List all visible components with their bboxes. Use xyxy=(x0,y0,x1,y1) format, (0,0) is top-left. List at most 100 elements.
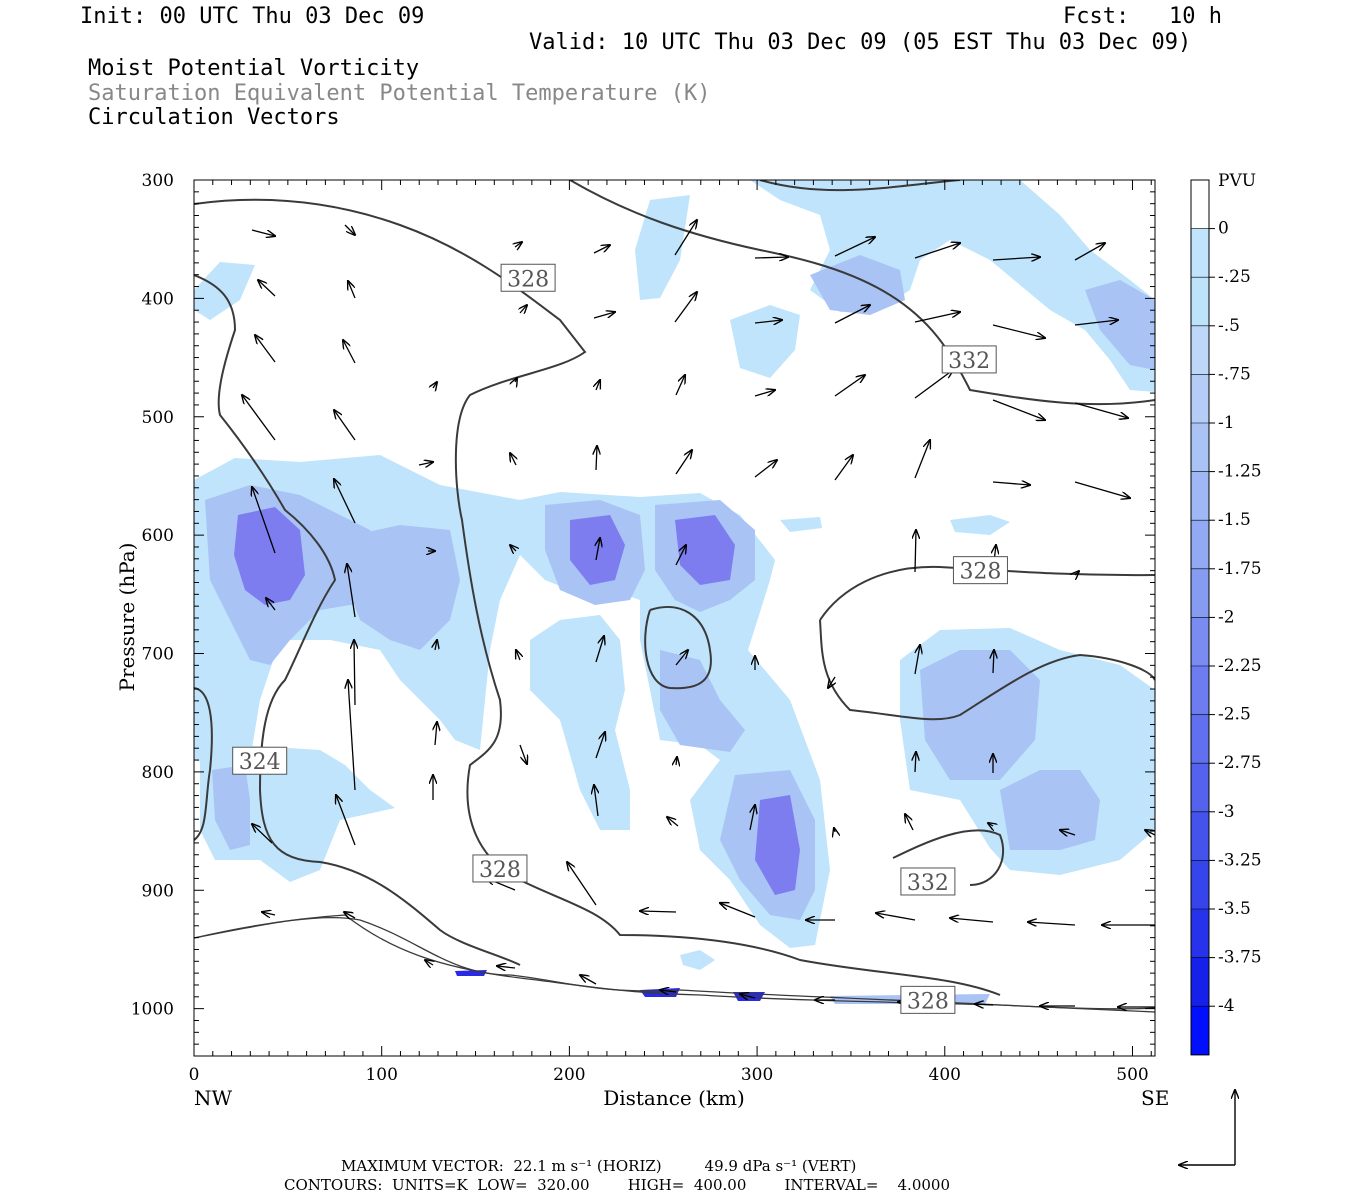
y-tick-label: 600 xyxy=(142,526,174,546)
contour-label: 332 xyxy=(948,349,990,374)
circulation-vector xyxy=(595,732,605,759)
colorbar-unit: PVU xyxy=(1218,171,1256,191)
colorbar-swatch xyxy=(1191,180,1209,230)
x-axis-title: Distance (km) xyxy=(603,1086,745,1110)
circulation-vector xyxy=(433,382,437,388)
circulation-vector xyxy=(750,805,755,831)
circulation-vector xyxy=(515,378,517,382)
y-axis-title: Pressure (hPa) xyxy=(115,543,139,692)
circulation-vector xyxy=(497,966,516,968)
y-tick-label: 800 xyxy=(142,763,174,783)
pv-mid-region xyxy=(1085,280,1155,370)
title-circulation: Circulation Vectors xyxy=(88,105,340,130)
circulation-vector xyxy=(348,281,356,299)
title-theta-es: Saturation Equivalent Potential Temperat… xyxy=(88,81,711,106)
circulation-vector xyxy=(510,453,516,466)
circulation-vector xyxy=(255,335,276,363)
pv-shading xyxy=(194,180,1155,1004)
theta-es-contour xyxy=(569,180,1155,406)
circulation-vector xyxy=(519,744,527,764)
colorbar-swatch xyxy=(1191,423,1209,473)
circulation-vector xyxy=(676,757,677,765)
circulation-vector xyxy=(347,564,356,618)
circulation-vector xyxy=(515,242,522,247)
circulation-vector xyxy=(993,650,994,674)
circulation-vector xyxy=(344,912,356,918)
theta-es-contour xyxy=(194,274,521,966)
circulation-vector xyxy=(1074,402,1128,418)
colorbar-label: -3.5 xyxy=(1218,899,1251,919)
colorbar-swatch xyxy=(1191,666,1209,716)
contour-label-box xyxy=(472,854,528,883)
title-moist-pv: Moist Potential Vorticity xyxy=(88,56,420,81)
pv-light-region xyxy=(635,195,690,300)
circulation-vector xyxy=(594,785,598,817)
colorbar-label: -1.75 xyxy=(1218,559,1262,579)
circulation-vector xyxy=(516,650,520,661)
valid-time: Valid: 10 UTC Thu 03 Dec 09 (05 EST Thu … xyxy=(529,30,1192,55)
contour-label: 328 xyxy=(507,267,549,292)
contour-labels: 328 332 328 324 328 332 328 xyxy=(232,263,1008,1014)
contour-label: 328 xyxy=(959,560,1001,585)
circulation-vector xyxy=(876,913,916,921)
theta-es-contour xyxy=(644,605,712,690)
circulation-vector xyxy=(754,320,782,323)
circulation-vector xyxy=(975,1004,994,1005)
circulation-vector xyxy=(675,450,692,475)
circulation-vector xyxy=(1028,922,1076,925)
circulation-vector xyxy=(354,640,355,706)
circulation-vector xyxy=(262,912,276,915)
circulation-vector xyxy=(667,817,679,827)
y-tick-label: 500 xyxy=(142,408,174,428)
pv-mid-region xyxy=(212,765,250,850)
colorbar-label: -1 xyxy=(1218,413,1235,433)
circulation-vector xyxy=(905,814,914,831)
circulation-vector xyxy=(1074,243,1105,261)
reference-vector-icon xyxy=(1179,1090,1235,1165)
colorbar-label: -2.5 xyxy=(1218,705,1251,725)
pv-light-region xyxy=(194,262,255,320)
x-tick-label: 200 xyxy=(553,1065,585,1085)
circulation-vector xyxy=(674,220,697,256)
circulation-vector xyxy=(675,650,688,666)
circulation-vector xyxy=(343,340,356,364)
colorbar-swatch xyxy=(1191,568,1209,618)
axis-ticks: 0 100 200 300 400 500 300 400 500 600 700 800 900 100… xyxy=(115,171,1169,1110)
circulation-vector xyxy=(992,482,1030,485)
x-tick-label: 500 xyxy=(1116,1065,1148,1085)
circulation-vector xyxy=(950,918,994,922)
circulation-vector xyxy=(834,455,853,481)
colorbar-swatch xyxy=(1191,714,1209,764)
circulation-vector xyxy=(992,324,1045,338)
theta-es-contour xyxy=(892,829,1005,886)
circulation-vector xyxy=(828,676,835,688)
contour-label: 324 xyxy=(239,750,281,775)
pv-light-region xyxy=(200,745,395,882)
contour-label-box xyxy=(952,556,1008,585)
pv-mid-region xyxy=(330,525,460,650)
circulation-vector xyxy=(425,960,433,965)
contour-label-box xyxy=(500,263,556,292)
colorbar-label: -2.75 xyxy=(1218,753,1262,773)
endpoint-nw: NW xyxy=(194,1086,233,1110)
circulation-vector xyxy=(252,824,273,844)
pv-light-region xyxy=(680,950,715,970)
pv-light-region xyxy=(950,515,1010,535)
pv-dark-region xyxy=(675,515,735,585)
colorbar-label: 0 xyxy=(1218,219,1229,239)
forecast-hour: Fcst: 10 h xyxy=(1063,4,1222,29)
pv-mid-region xyxy=(1000,770,1100,850)
colorbar-label: -4 xyxy=(1218,996,1235,1016)
circulation-vector xyxy=(251,229,275,236)
circulation-vector xyxy=(334,479,356,524)
circulation-vector xyxy=(418,462,433,465)
contour-label-box xyxy=(941,345,997,374)
circulation-vector xyxy=(593,312,615,319)
colorbar-swatch xyxy=(1191,228,1209,278)
circulation-vector xyxy=(580,975,597,985)
circulation-vector xyxy=(336,795,356,846)
circulation-vector xyxy=(1074,320,1118,326)
circulation-vector xyxy=(595,636,604,663)
circulation-vector xyxy=(660,990,677,992)
